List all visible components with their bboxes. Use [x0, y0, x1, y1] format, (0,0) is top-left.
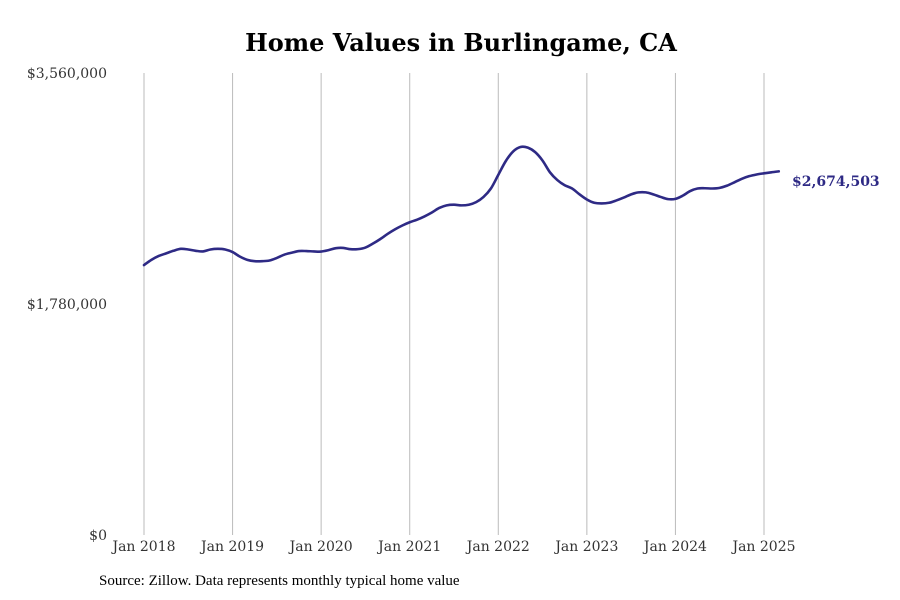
chart-source-note: Source: Zillow. Data represents monthly …: [99, 573, 460, 589]
x-tick-label: Jan 2020: [288, 539, 353, 555]
y-tick-label: $0: [89, 528, 107, 544]
chart-title: Home Values in Burlingame, CA: [245, 28, 677, 57]
home-value-line: [142, 145, 781, 267]
x-tick-label: Jan 2018: [110, 539, 175, 555]
x-tick-label: Jan 2024: [642, 539, 707, 555]
x-tick-label: Jan 2025: [730, 539, 795, 555]
y-tick-label: $1,780,000: [27, 297, 107, 313]
x-tick-label: Jan 2023: [553, 539, 618, 555]
y-tick-label: $3,560,000: [27, 66, 107, 82]
x-tick-label: Jan 2022: [465, 539, 530, 555]
x-tick-label: Jan 2021: [376, 539, 441, 555]
end-value-label: $2,674,503: [792, 174, 880, 190]
x-tick-label: Jan 2019: [199, 539, 264, 555]
